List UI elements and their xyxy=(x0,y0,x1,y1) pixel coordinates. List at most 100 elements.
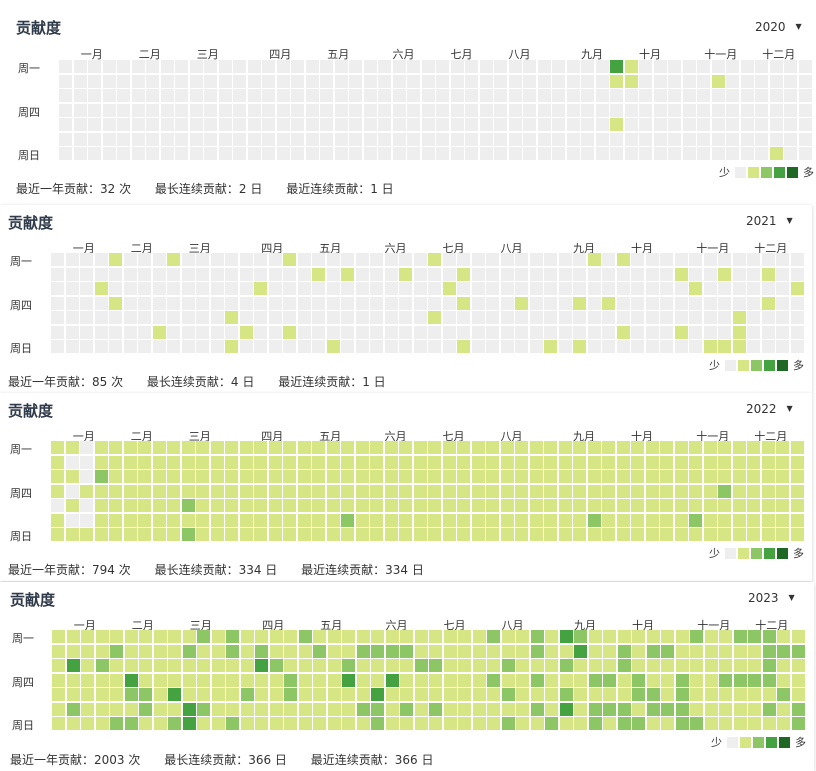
contribution-cell[interactable] xyxy=(784,74,797,88)
contribution-cell[interactable] xyxy=(110,659,123,672)
contribution-cell[interactable] xyxy=(370,528,383,541)
contribution-cell[interactable] xyxy=(146,74,159,88)
contribution-cell[interactable] xyxy=(653,74,667,88)
contribution-cell[interactable] xyxy=(196,253,209,266)
contribution-cell[interactable] xyxy=(94,499,108,512)
contribution-cell[interactable] xyxy=(168,630,181,643)
contribution-cell[interactable] xyxy=(298,688,312,701)
contribution-cell[interactable] xyxy=(239,499,253,512)
contribution-cell[interactable] xyxy=(732,253,746,266)
contribution-cell[interactable] xyxy=(284,644,297,658)
contribution-cell[interactable] xyxy=(305,74,319,88)
contribution-cell[interactable] xyxy=(777,673,790,687)
contribution-cell[interactable] xyxy=(196,340,209,353)
contribution-cell[interactable] xyxy=(632,717,645,730)
contribution-cell[interactable] xyxy=(138,340,151,353)
contribution-cell[interactable] xyxy=(153,644,167,658)
contribution-cell[interactable] xyxy=(471,340,485,353)
contribution-cell[interactable] xyxy=(697,118,710,131)
contribution-cell[interactable] xyxy=(341,455,354,469)
contribution-cell[interactable] xyxy=(52,630,65,643)
contribution-cell[interactable] xyxy=(559,659,573,672)
contribution-cell[interactable] xyxy=(479,103,493,117)
contribution-cell[interactable] xyxy=(109,455,122,469)
contribution-cell[interactable] xyxy=(181,441,195,454)
contribution-cell[interactable] xyxy=(632,673,645,687)
contribution-cell[interactable] xyxy=(624,74,638,88)
contribution-cell[interactable] xyxy=(610,147,623,160)
contribution-cell[interactable] xyxy=(355,499,369,512)
contribution-cell[interactable] xyxy=(457,528,470,541)
contribution-cell[interactable] xyxy=(167,455,180,469)
contribution-cell[interactable] xyxy=(81,630,94,643)
contribution-cell[interactable] xyxy=(283,470,296,483)
contribution-cell[interactable] xyxy=(479,89,493,102)
contribution-cell[interactable] xyxy=(254,455,267,469)
contribution-cell[interactable] xyxy=(616,528,630,541)
contribution-cell[interactable] xyxy=(355,528,369,541)
contribution-cell[interactable] xyxy=(400,659,413,672)
contribution-cell[interactable] xyxy=(682,74,696,88)
contribution-cell[interactable] xyxy=(138,253,151,266)
contribution-cell[interactable] xyxy=(80,528,93,541)
contribution-cell[interactable] xyxy=(465,118,478,131)
contribution-cell[interactable] xyxy=(719,717,732,730)
contribution-cell[interactable] xyxy=(588,644,602,658)
contribution-cell[interactable] xyxy=(733,688,747,701)
contribution-cell[interactable] xyxy=(298,630,312,643)
contribution-cell[interactable] xyxy=(117,60,130,73)
contribution-cell[interactable] xyxy=(334,118,348,131)
contribution-cell[interactable] xyxy=(516,717,529,730)
contribution-cell[interactable] xyxy=(239,340,253,353)
contribution-cell[interactable] xyxy=(356,630,370,643)
contribution-cell[interactable] xyxy=(559,702,573,716)
contribution-cell[interactable] xyxy=(65,513,79,527)
contribution-cell[interactable] xyxy=(51,311,64,324)
contribution-cell[interactable] xyxy=(603,688,616,701)
contribution-cell[interactable] xyxy=(138,470,151,483)
contribution-cell[interactable] xyxy=(233,118,246,131)
contribution-cell[interactable] xyxy=(218,60,232,73)
contribution-cell[interactable] xyxy=(558,267,572,281)
contribution-cell[interactable] xyxy=(428,455,441,469)
contribution-cell[interactable] xyxy=(486,441,499,454)
contribution-cell[interactable] xyxy=(436,147,449,160)
contribution-cell[interactable] xyxy=(168,659,181,672)
contribution-cell[interactable] xyxy=(326,253,340,266)
contribution-cell[interactable] xyxy=(465,74,478,88)
contribution-cell[interactable] xyxy=(494,132,507,146)
contribution-cell[interactable] xyxy=(240,688,254,701)
contribution-cell[interactable] xyxy=(603,702,616,716)
contribution-cell[interactable] xyxy=(399,441,412,454)
contribution-cell[interactable] xyxy=(305,132,319,146)
contribution-cell[interactable] xyxy=(574,673,587,687)
contribution-cell[interactable] xyxy=(471,282,485,295)
contribution-cell[interactable] xyxy=(516,644,529,658)
contribution-cell[interactable] xyxy=(790,528,804,541)
contribution-cell[interactable] xyxy=(732,528,746,541)
contribution-cell[interactable] xyxy=(711,89,725,102)
contribution-cell[interactable] xyxy=(400,717,413,730)
contribution-cell[interactable] xyxy=(225,340,238,353)
contribution-cell[interactable] xyxy=(341,340,354,353)
contribution-cell[interactable] xyxy=(500,455,514,469)
contribution-cell[interactable] xyxy=(80,441,93,454)
contribution-cell[interactable] xyxy=(80,282,93,295)
contribution-cell[interactable] xyxy=(233,60,246,73)
contribution-cell[interactable] xyxy=(400,644,413,658)
contribution-cell[interactable] xyxy=(616,325,630,339)
contribution-cell[interactable] xyxy=(776,528,789,541)
contribution-cell[interactable] xyxy=(269,688,283,701)
contribution-cell[interactable] xyxy=(399,513,412,527)
contribution-cell[interactable] xyxy=(102,147,116,160)
contribution-cell[interactable] xyxy=(791,702,805,716)
contribution-cell[interactable] xyxy=(59,74,72,88)
contribution-cell[interactable] xyxy=(247,74,261,88)
contribution-cell[interactable] xyxy=(697,74,710,88)
contribution-cell[interactable] xyxy=(327,702,341,716)
contribution-cell[interactable] xyxy=(790,267,804,281)
contribution-cell[interactable] xyxy=(197,702,210,716)
contribution-cell[interactable] xyxy=(197,688,210,701)
contribution-cell[interactable] xyxy=(65,528,79,541)
contribution-cell[interactable] xyxy=(704,659,718,672)
